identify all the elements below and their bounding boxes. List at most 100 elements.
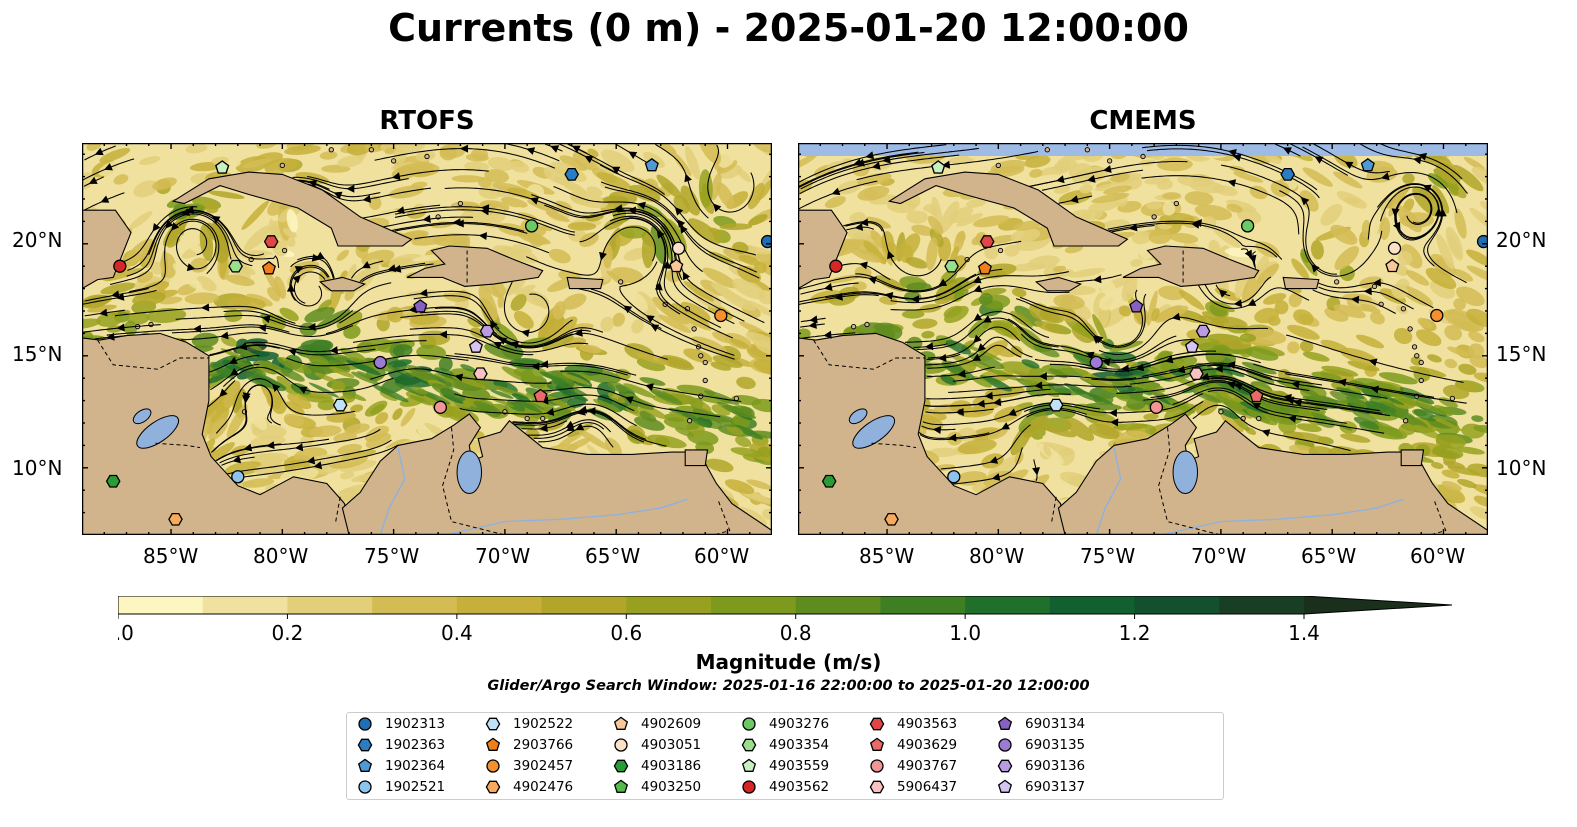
float-marker-4902609 [669,258,684,273]
legend-item-4903629: 4903629 [869,735,957,755]
legend-item-1902521: 1902521 [357,777,445,797]
lon-tick: 80°W [253,544,309,568]
map-panel-rtofs [82,143,772,535]
float-marker-1902364 [644,157,659,172]
legend-marker [997,716,1013,730]
legend-marker [997,779,1013,793]
lon-tick: 70°W [475,544,531,568]
float-marker-6903137 [468,339,483,353]
legend-item-4902609: 4902609 [613,714,701,734]
hexagon-marker-icon [485,780,501,794]
legend-label: 4903186 [641,758,702,774]
float-marker-1902521 [947,470,961,484]
float-legend: 1902313 1902363 1902364 1902521 1902522 29037… [346,712,1224,800]
colorbar-tick-label: 0.2 [272,621,304,645]
streamlines [82,143,765,480]
legend-item-2903766: 2903766 [485,735,573,755]
legend-item-5906437: 5906437 [869,777,957,797]
legend-label: 4903629 [897,737,958,753]
legend-label: 2903766 [513,737,574,753]
float-marker-4903186 [105,474,121,488]
colorbar-tick-label: 0.4 [441,621,473,645]
float-marker-6903134 [413,299,428,313]
legend-label: 6903137 [1025,779,1086,795]
map-svg [798,143,1488,535]
hexagon-marker-icon [997,759,1013,773]
legend-item-4903563: 4903563 [869,714,957,734]
circle-marker-icon [358,717,372,731]
legend-label: 4903051 [641,737,702,753]
lon-tick: 65°W [1301,544,1357,568]
lat-tick-right: 10°N [1496,456,1547,480]
legend-label: 1902313 [385,716,446,732]
legend-item-4903562: 4903562 [741,777,829,797]
float-marker-4903276 [1240,219,1255,233]
legend-marker [358,780,372,794]
colorbar-tick-label: 1.0 [949,621,981,645]
legend-label: 4903767 [897,758,958,774]
float-marker-4903767 [433,400,448,414]
legend-label: 5906437 [897,779,958,795]
legend-item-6903136: 6903136 [997,756,1085,776]
legend-label: 4902609 [641,716,702,732]
float-marker-6903135 [373,355,387,370]
float-marker-3902457 [1430,308,1444,323]
legend-label: 4903354 [769,737,830,753]
legend-label: 1902521 [385,779,446,795]
float-marker-1902364 [1360,157,1375,172]
hexagon-marker-icon [869,717,885,731]
float-marker-1902521 [231,470,245,484]
legend-item-1902313: 1902313 [357,714,445,734]
float-markers [821,157,1488,526]
float-marker-4903354 [944,259,959,273]
float-marker-6903136 [1195,324,1211,338]
legend-marker [358,717,372,731]
legend-item-4903250: 4903250 [613,777,701,797]
float-marker-4902476 [884,512,899,526]
legend-item-4903186: 4903186 [613,756,701,776]
lat-tick-right: 15°N [1496,342,1547,366]
float-marker-4903276 [524,219,539,233]
float-marker-4902476 [168,512,183,526]
lat-tick-right: 20°N [1496,228,1547,252]
pentagon-marker-icon [485,737,501,751]
legend-marker [869,737,885,751]
float-marker-1902363 [564,167,580,181]
float-marker-1902313 [760,234,772,249]
float-marker-6903136 [479,324,495,338]
legend-marker [485,780,501,794]
float-marker-5906437 [473,367,488,381]
circle-marker-icon [998,738,1012,752]
legend-marker [742,780,756,794]
float-marker-1902522 [332,398,348,412]
legend-marker [357,738,373,752]
colorbar-outline [117,595,1453,615]
pentagon-marker-icon [997,716,1013,730]
legend-item-4903276: 4903276 [741,714,829,734]
legend-label: 4903562 [769,779,830,795]
colorbar-svg: 0.0 0.2 0.4 0.6 0.8 1.0 1.2 1.4 [102,595,1453,645]
legend-marker [613,779,629,793]
float-marker-4903563 [263,235,279,248]
legend-label: 4903276 [769,716,830,732]
float-marker-3902457 [714,308,728,323]
figure-title: Currents (0 m) - 2025-01-20 12:00:00 [388,6,1189,50]
lon-tick: 75°W [1080,544,1136,568]
colorbar: 0.0 0.2 0.4 0.6 0.8 1.0 1.2 1.4 [102,595,1456,652]
land [82,143,772,535]
lon-tick: 85°W [143,544,199,568]
legend-label: 3902457 [513,758,574,774]
float-marker-1902522 [1048,398,1064,412]
pentagon-marker-icon [741,758,757,772]
legend-label: 6903136 [1025,758,1086,774]
map-frame [798,143,1488,535]
legend-marker [741,758,757,772]
legend-label: 4903559 [769,758,830,774]
circle-marker-icon [486,759,500,773]
float-marker-4903767 [1149,400,1164,414]
pentagon-marker-icon [997,779,1013,793]
legend-marker [613,716,629,730]
legend-marker [357,758,373,772]
circle-marker-icon [614,738,628,752]
panel-title-cmems: CMEMS [1089,106,1197,136]
